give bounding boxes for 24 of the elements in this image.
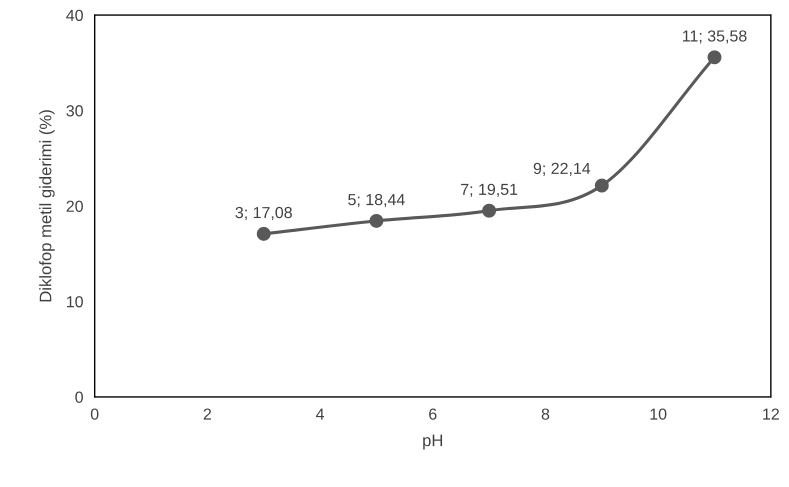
y-tick-label: 40	[66, 10, 83, 22]
point	[482, 204, 496, 218]
data-label: 9; 22,14	[534, 162, 590, 176]
y-axis-title: Diklofop metil giderimi (%)	[39, 110, 55, 302]
x-tick-label: 2	[204, 408, 212, 420]
point	[256, 226, 271, 241]
y-tick-label: 20	[66, 200, 83, 212]
x-tick-label: 4	[316, 408, 324, 420]
data-label: 7; 19,51	[461, 184, 518, 197]
x-tick-label: 6	[429, 408, 437, 420]
x-tick-label: 10	[650, 408, 666, 420]
y-tick-label: 0	[75, 392, 83, 403]
data-label: 3; 17,08	[235, 206, 292, 220]
point	[708, 50, 722, 64]
point	[594, 178, 609, 193]
x-tick-label: 12	[763, 408, 779, 420]
y-tick-label: 30	[66, 105, 83, 116]
x-tick-label: 0	[90, 408, 98, 420]
data-label: 11; 35,58	[683, 30, 747, 44]
y-tick-label: 10	[67, 296, 83, 308]
point	[369, 214, 384, 228]
data-label: 5; 18,44	[348, 194, 405, 208]
x-axis-title: pH	[423, 434, 442, 450]
x-tick-label: 8	[542, 408, 550, 420]
